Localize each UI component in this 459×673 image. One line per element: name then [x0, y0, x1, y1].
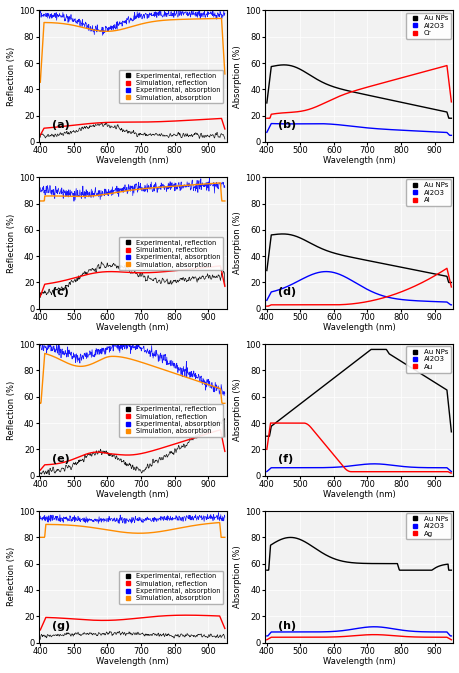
- Y-axis label: Reflection (%): Reflection (%): [7, 213, 16, 273]
- Y-axis label: Reflection (%): Reflection (%): [7, 380, 16, 439]
- Text: (f): (f): [278, 454, 293, 464]
- Legend: Au NPs, Al2O3, Al: Au NPs, Al2O3, Al: [405, 180, 450, 206]
- Legend: Au NPs, Al2O3, Au: Au NPs, Al2O3, Au: [405, 346, 450, 373]
- Text: (a): (a): [52, 120, 69, 130]
- X-axis label: Wavelength (nm): Wavelength (nm): [322, 657, 395, 666]
- Text: (c): (c): [52, 287, 68, 297]
- Legend: Au NPs, Al2O3, Ag: Au NPs, Al2O3, Ag: [405, 513, 450, 540]
- Text: (e): (e): [52, 454, 69, 464]
- X-axis label: Wavelength (nm): Wavelength (nm): [96, 657, 168, 666]
- Text: (g): (g): [52, 621, 70, 631]
- Legend: Experimental, reflection, Simulation, reflection, Experimental, absorption, Simu: Experimental, reflection, Simulation, re…: [118, 70, 223, 104]
- Text: (h): (h): [278, 621, 296, 631]
- X-axis label: Wavelength (nm): Wavelength (nm): [96, 323, 168, 332]
- Text: (b): (b): [278, 120, 296, 130]
- Legend: Experimental, reflection, Simulation, reflection, Experimental, absorption, Simu: Experimental, reflection, Simulation, re…: [118, 571, 223, 604]
- X-axis label: Wavelength (nm): Wavelength (nm): [322, 323, 395, 332]
- Legend: Experimental, reflection, Simulation, reflection, Experimental, absorption, Simu: Experimental, reflection, Simulation, re…: [118, 404, 223, 437]
- Y-axis label: Absorption (%): Absorption (%): [233, 212, 242, 275]
- Y-axis label: Absorption (%): Absorption (%): [233, 545, 242, 608]
- Legend: Au NPs, Al2O3, Cr: Au NPs, Al2O3, Cr: [405, 13, 450, 39]
- Text: (d): (d): [278, 287, 296, 297]
- Y-axis label: Reflection (%): Reflection (%): [7, 46, 16, 106]
- Y-axis label: Reflection (%): Reflection (%): [7, 547, 16, 606]
- X-axis label: Wavelength (nm): Wavelength (nm): [322, 156, 395, 166]
- Y-axis label: Absorption (%): Absorption (%): [233, 378, 242, 441]
- X-axis label: Wavelength (nm): Wavelength (nm): [96, 156, 168, 166]
- X-axis label: Wavelength (nm): Wavelength (nm): [322, 490, 395, 499]
- X-axis label: Wavelength (nm): Wavelength (nm): [96, 490, 168, 499]
- Y-axis label: Absorption (%): Absorption (%): [233, 45, 242, 108]
- Legend: Experimental, reflection, Simulation, reflection, Experimental, absorption, Simu: Experimental, reflection, Simulation, re…: [118, 237, 223, 271]
